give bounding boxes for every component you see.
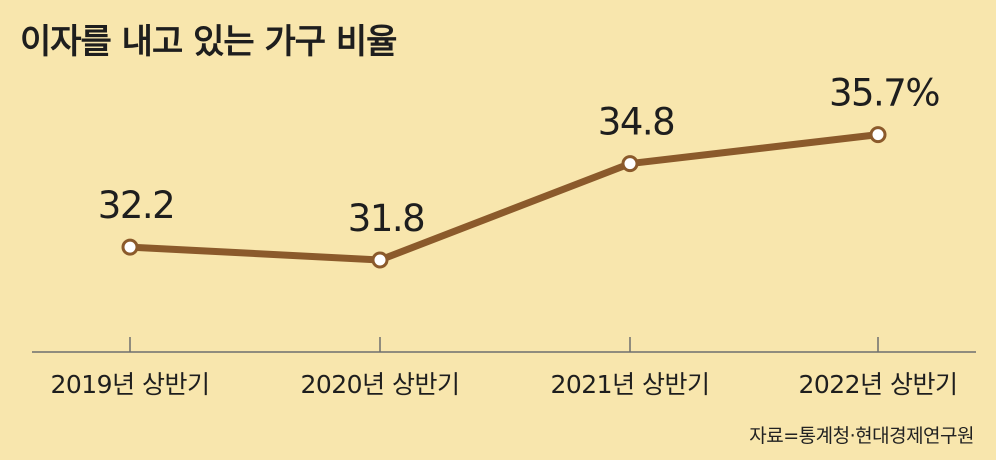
data-point [371, 251, 389, 269]
x-tick-label: 2021년 상반기 [550, 370, 709, 399]
data-point [869, 126, 887, 144]
x-tick-label: 2019년 상반기 [50, 370, 209, 399]
data-point [121, 238, 139, 256]
data-label: 31.8 [348, 197, 424, 240]
data-label: 32.2 [98, 184, 174, 227]
data-point [621, 155, 639, 173]
series-line [126, 131, 882, 264]
data-label: 34.8 [598, 101, 674, 144]
source-note: 자료=통계청·현대경제연구원 [749, 425, 974, 447]
chart-title: 이자를 내고 있는 가구 비율 [20, 22, 397, 62]
x-tick-label: 2022년 상반기 [798, 370, 957, 399]
x-tick-label: 2020년 상반기 [300, 370, 459, 399]
data-label: 35.7% [829, 72, 939, 115]
